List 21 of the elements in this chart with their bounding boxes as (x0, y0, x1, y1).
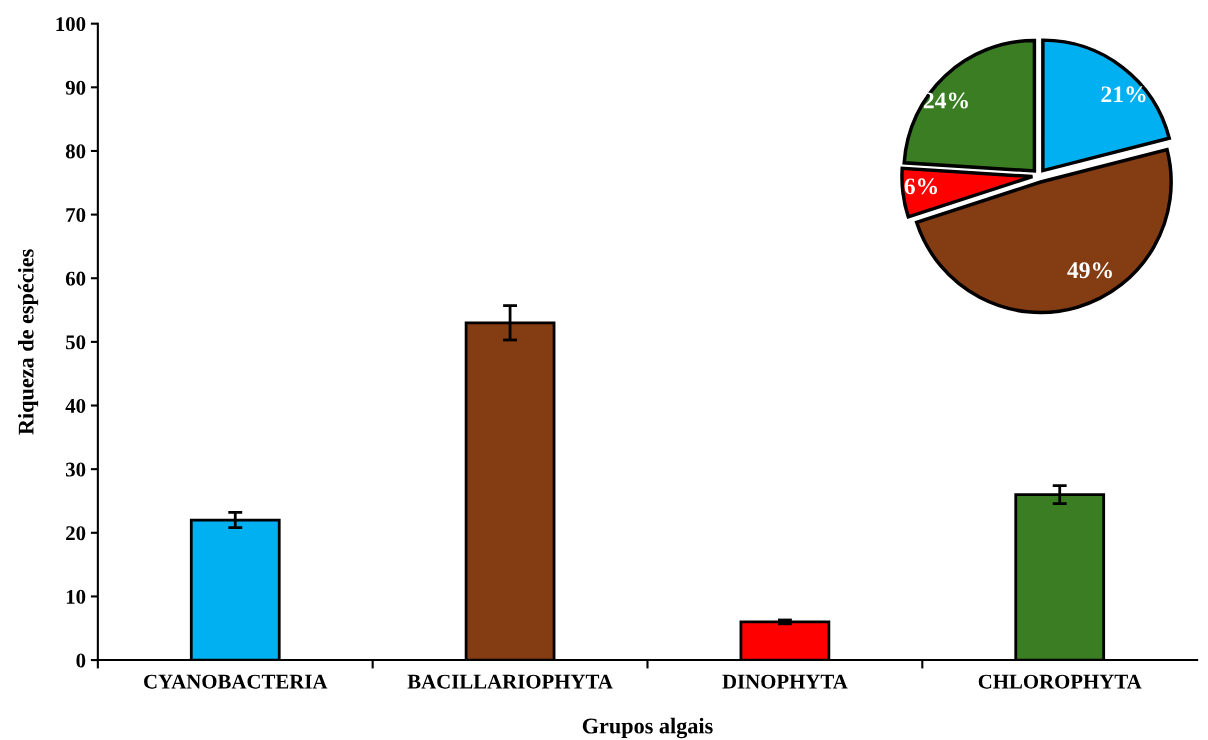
x-tick-label: BACILLARIOPHYTA (407, 674, 613, 689)
data-label: 24% (923, 92, 968, 109)
y-tick-label: 90 (65, 80, 86, 95)
y-tick-label: 50 (66, 335, 86, 350)
data-label: 6% (904, 178, 937, 195)
x-tick-label: CYANOBACTERIA (144, 674, 328, 689)
y-tick-label: 0 (76, 653, 86, 668)
x-tick-label: CHLOROPHYTA (978, 674, 1142, 689)
y-axis-title: Riqueza de espécies (17, 249, 39, 435)
y-tick-label: 80 (65, 144, 86, 159)
y-tick-label: 60 (65, 271, 86, 286)
y-tick-label: 20 (66, 526, 86, 541)
y-tick-label: 100 (56, 17, 86, 32)
y-tick-label: 40 (65, 398, 86, 413)
data-label: 49% (1067, 262, 1112, 279)
y-tick-label: 70 (66, 207, 86, 223)
x-tick-label: DINOPHYTA (722, 674, 848, 689)
y-tick-label: 30 (65, 462, 86, 477)
data-label: 21% (1101, 86, 1146, 103)
x-axis-title: Grupos algais (582, 717, 713, 739)
y-tick-label: 10 (66, 589, 86, 604)
